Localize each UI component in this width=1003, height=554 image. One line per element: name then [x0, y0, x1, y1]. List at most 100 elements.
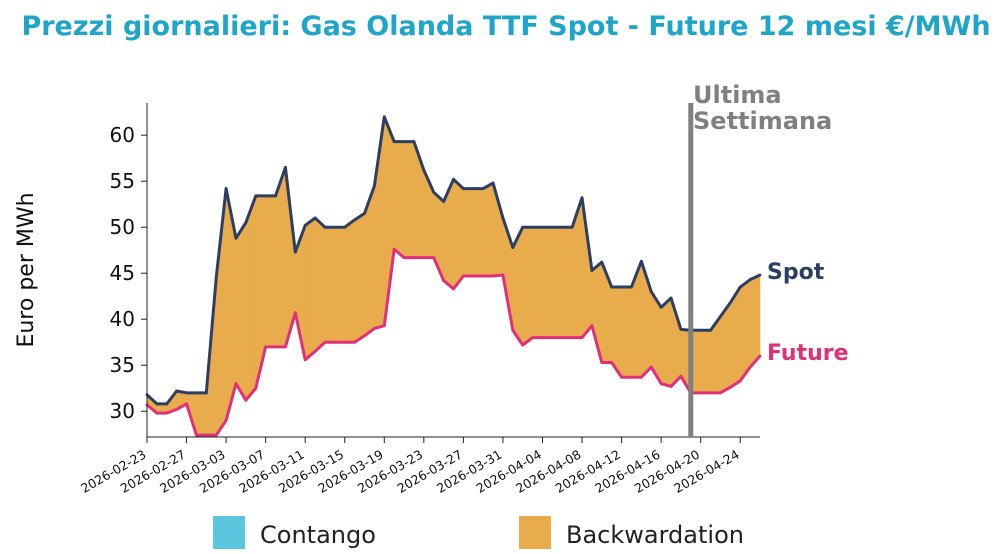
- band-segment: [542, 226, 553, 338]
- data-point-future: [491, 274, 495, 278]
- data-point-spot: [758, 273, 762, 277]
- data-point-future: [382, 324, 386, 328]
- data-point-future: [560, 336, 564, 340]
- data-point-future: [195, 433, 198, 437]
- y-tick-label: 45: [110, 261, 135, 285]
- data-point-future: [333, 340, 337, 344]
- data-point-spot: [432, 190, 436, 194]
- data-point-future: [719, 391, 722, 395]
- band-segment: [463, 188, 474, 277]
- data-point-spot: [382, 115, 386, 119]
- data-point-spot: [600, 260, 604, 264]
- data-point-future: [214, 433, 218, 437]
- data-point-spot: [501, 216, 505, 220]
- data-point-future: [630, 375, 633, 379]
- data-point-future: [679, 374, 683, 378]
- data-point-spot: [669, 296, 673, 300]
- data-point-future: [175, 408, 179, 411]
- data-point-future: [699, 391, 703, 395]
- data-point-spot: [224, 187, 228, 190]
- data-point-future: [620, 375, 623, 379]
- band-segment: [482, 182, 494, 277]
- band-segment: [393, 141, 405, 259]
- band-segment: [621, 286, 632, 378]
- data-point-spot: [649, 290, 653, 294]
- data-point-spot: [353, 218, 357, 222]
- data-point-spot: [185, 391, 188, 395]
- data-point-spot: [728, 301, 732, 305]
- data-point-spot: [165, 402, 169, 406]
- data-point-future: [422, 256, 426, 259]
- data-point-future: [284, 345, 287, 349]
- data-point-spot: [274, 194, 277, 198]
- data-point-spot: [709, 328, 712, 332]
- data-point-spot: [738, 285, 742, 289]
- x-ticks: 2026-02-232026-02-272026-03-032026-03-07…: [78, 437, 742, 496]
- data-point-spot: [511, 246, 515, 249]
- data-point-spot: [471, 187, 475, 190]
- band-segment: [561, 226, 573, 338]
- data-point-spot: [214, 276, 218, 280]
- data-point-future: [165, 411, 169, 415]
- band-segment: [344, 219, 355, 343]
- data-point-spot: [175, 389, 179, 393]
- y-tick-label: 60: [110, 123, 135, 147]
- data-point-spot: [234, 236, 238, 240]
- data-point-spot: [392, 140, 396, 144]
- data-point-spot: [699, 328, 703, 332]
- data-point-spot: [630, 285, 633, 289]
- data-point-spot: [560, 225, 564, 229]
- band-segment: [304, 217, 316, 361]
- data-point-spot: [254, 194, 258, 198]
- data-point-future: [234, 382, 238, 386]
- band-segment: [700, 329, 711, 394]
- band-segment: [245, 195, 257, 402]
- data-point-spot: [610, 285, 614, 289]
- data-point-future: [303, 358, 307, 362]
- data-point-future: [452, 287, 455, 291]
- data-point-spot: [541, 225, 544, 229]
- data-point-future: [373, 327, 376, 330]
- data-point-future: [254, 386, 258, 390]
- data-point-spot: [521, 225, 525, 229]
- data-point-future: [185, 402, 188, 406]
- data-point-spot: [590, 269, 594, 272]
- data-point-spot: [748, 278, 752, 282]
- data-point-future: [511, 328, 515, 332]
- data-point-future: [402, 256, 406, 259]
- y-ticks: 30 35 40 45 50 55 60: [110, 123, 147, 423]
- data-point-spot: [264, 194, 268, 198]
- band-segment: [522, 226, 533, 346]
- data-point-future: [204, 433, 208, 437]
- band-segment: [631, 261, 642, 378]
- data-point-future: [659, 382, 663, 386]
- data-point-future: [264, 345, 268, 349]
- data-point-future: [471, 274, 475, 278]
- band-segment: [334, 226, 346, 343]
- data-point-future: [748, 365, 752, 369]
- data-point-future: [649, 365, 653, 369]
- data-point-spot: [570, 225, 574, 229]
- data-point-spot: [313, 216, 317, 220]
- axis-layer: [146, 103, 760, 438]
- band-segment: [235, 221, 247, 402]
- data-point-future: [343, 340, 347, 344]
- data-point-future: [531, 336, 534, 340]
- line-layer: [145, 115, 762, 437]
- data-point-spot: [422, 168, 426, 172]
- data-point-future: [313, 350, 317, 353]
- data-point-spot: [303, 223, 307, 227]
- band-segment: [403, 141, 415, 258]
- data-point-spot: [244, 221, 248, 225]
- band-segment: [354, 212, 365, 343]
- data-point-spot: [284, 166, 287, 169]
- spot-series-label: Spot: [767, 260, 825, 285]
- vline-label-line-2: Settimana: [693, 107, 832, 135]
- data-point-spot: [204, 391, 208, 395]
- band-segment: [472, 188, 484, 277]
- data-point-future: [570, 336, 574, 340]
- data-point-spot: [481, 187, 485, 190]
- vline-label-line-1: Ultima: [693, 81, 782, 109]
- y-tick-label: 40: [110, 307, 135, 331]
- data-point-spot: [719, 315, 722, 318]
